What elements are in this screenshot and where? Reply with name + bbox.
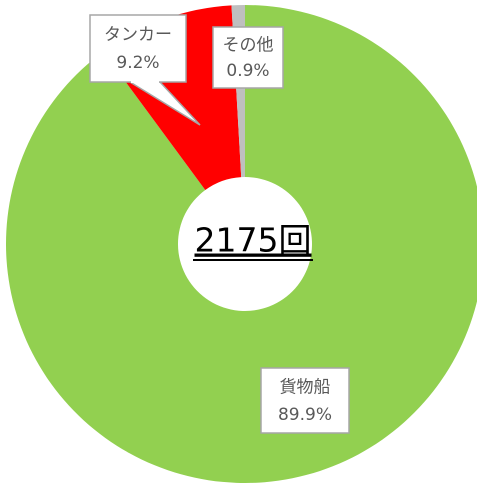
center-label: 2175回	[195, 221, 312, 260]
label-value: 89.9%	[278, 405, 332, 425]
labels: 貨物船 89.9% タンカー 9.2% その他 0.9%	[89, 14, 350, 434]
label-box	[89, 14, 187, 83]
label-box	[212, 26, 284, 89]
label-category: その他	[223, 35, 274, 55]
label-category: タンカー	[104, 25, 172, 45]
label-category: 貨物船	[280, 378, 331, 398]
label-value: 0.9%	[226, 61, 269, 81]
slice	[6, 5, 477, 483]
label-box	[260, 367, 350, 434]
label-value: 9.2%	[116, 53, 159, 73]
